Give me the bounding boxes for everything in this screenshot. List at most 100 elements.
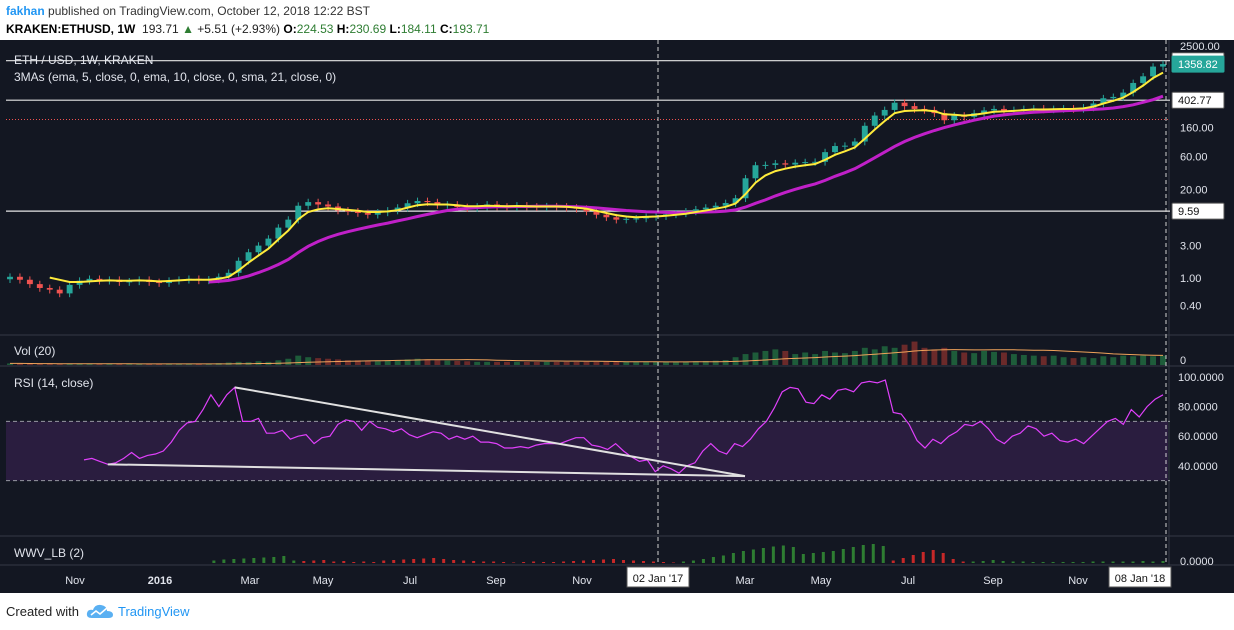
volume-bar (504, 361, 510, 365)
volume-bar (583, 361, 590, 365)
volume-bar (1040, 356, 1047, 365)
wwv-bar (412, 559, 416, 563)
wwv-bar (542, 562, 546, 563)
wwv-bar (242, 558, 246, 563)
chart-canvas[interactable]: 2500.00160.0060.0020.003.001.000.401523.… (0, 40, 1234, 593)
wwv-bar (901, 558, 905, 563)
wwv-bar (382, 560, 386, 563)
wwv-bar (1131, 561, 1135, 563)
volume-bar (474, 361, 481, 365)
wwv-bar (302, 561, 306, 563)
candle-body (732, 198, 739, 204)
candle-body (792, 162, 799, 165)
wwv-tick-label: 0.0000 (1180, 556, 1214, 568)
volume-bar (573, 361, 580, 365)
time-tick-label: Sep (983, 575, 1003, 587)
wwv-bar (671, 562, 675, 563)
time-tick-label: May (313, 575, 334, 587)
volume-bar (653, 361, 660, 365)
candle-body (26, 279, 33, 285)
published-text: published on TradingView.com, October 12… (48, 4, 371, 18)
wwv-bar (422, 558, 426, 563)
wwv-bar (781, 545, 785, 563)
candle-body (861, 125, 868, 142)
candle-body (126, 281, 133, 283)
wwv-bar (1091, 561, 1095, 563)
candle-body (782, 163, 789, 165)
wwv-label: WWV_LB (2) (14, 546, 84, 560)
volume-bar (613, 361, 620, 365)
volume-bar (1020, 355, 1027, 365)
candle-body (1150, 66, 1157, 77)
candle-body (1110, 96, 1117, 99)
volume-bar (812, 354, 819, 365)
wwv-bar (771, 546, 775, 563)
wwv-bar (861, 545, 865, 563)
wwv-bar (1021, 561, 1025, 563)
candle-body (404, 203, 411, 208)
wwv-bar (452, 560, 456, 563)
rsi-line (83, 379, 1164, 474)
wwv-bar (851, 547, 855, 563)
rsi-trendline-lower (107, 463, 746, 478)
candle-body (86, 278, 93, 281)
rsi-tick-label: 100.0000 (1178, 372, 1224, 384)
volume-bar (911, 341, 918, 365)
candle-body (344, 210, 351, 212)
change-arrow-icon: ▲ (182, 22, 194, 36)
volume-bar (116, 364, 123, 365)
high-label: H: (336, 22, 350, 36)
price-tick-label: 60.00 (1180, 152, 1208, 164)
wwv-bar (232, 559, 236, 563)
time-tick-label: Jul (901, 575, 915, 587)
price-tick-label: 0.40 (1180, 300, 1201, 312)
author-link[interactable]: fakhan (6, 4, 45, 18)
wwv-bar (442, 559, 446, 563)
price-tag-label: 402.77 (1178, 95, 1212, 107)
price-tick-label: 160.00 (1180, 123, 1214, 135)
wwv-bar (592, 560, 596, 563)
wwv-bar (512, 562, 516, 563)
volume-bar (633, 361, 640, 365)
wwv-bar (711, 557, 715, 563)
candle-body (1120, 92, 1127, 97)
candle-body (871, 115, 878, 126)
volume-bar (523, 361, 530, 365)
rsi-tick-label: 40.0000 (1178, 461, 1218, 473)
volume-bar (802, 352, 809, 365)
rsi-band (6, 421, 1168, 481)
volume-bar (394, 360, 401, 365)
wwv-bar (1121, 561, 1125, 563)
price-tag-label: 1358.82 (1178, 59, 1218, 71)
wwv-bar (1151, 561, 1155, 563)
wwv-bar (1141, 561, 1145, 563)
volume-bar (106, 364, 113, 365)
wwv-bar (1071, 562, 1075, 563)
chart-svg[interactable]: 2500.00160.0060.0020.003.001.000.401523.… (0, 40, 1234, 593)
wwv-bar (971, 561, 975, 563)
wwv-bar (292, 560, 296, 563)
volume-bar (404, 359, 411, 365)
volume-bar (931, 349, 938, 365)
volume-bar (961, 352, 968, 365)
volume-bar (86, 364, 93, 365)
volume-bar (871, 349, 878, 365)
chart-background (0, 40, 1234, 593)
candle-body (424, 200, 431, 203)
wwv-bar (392, 560, 396, 563)
rsi-trendline-upper (234, 386, 746, 478)
wwv-bar (1011, 561, 1015, 563)
candle-body (275, 227, 282, 239)
price-tick-label: 20.00 (1180, 184, 1208, 196)
tradingview-link[interactable]: TradingView (118, 604, 190, 619)
candle-body (623, 218, 630, 220)
volume-bar (1070, 358, 1077, 365)
wwv-bar (871, 544, 875, 563)
volume-bar (921, 347, 928, 365)
volume-bar (712, 360, 719, 365)
volume-bar (166, 364, 172, 365)
volume-bar (275, 360, 282, 365)
volume-bar (673, 361, 679, 365)
wwv-bar (1031, 562, 1035, 563)
volume-bar (195, 364, 202, 365)
